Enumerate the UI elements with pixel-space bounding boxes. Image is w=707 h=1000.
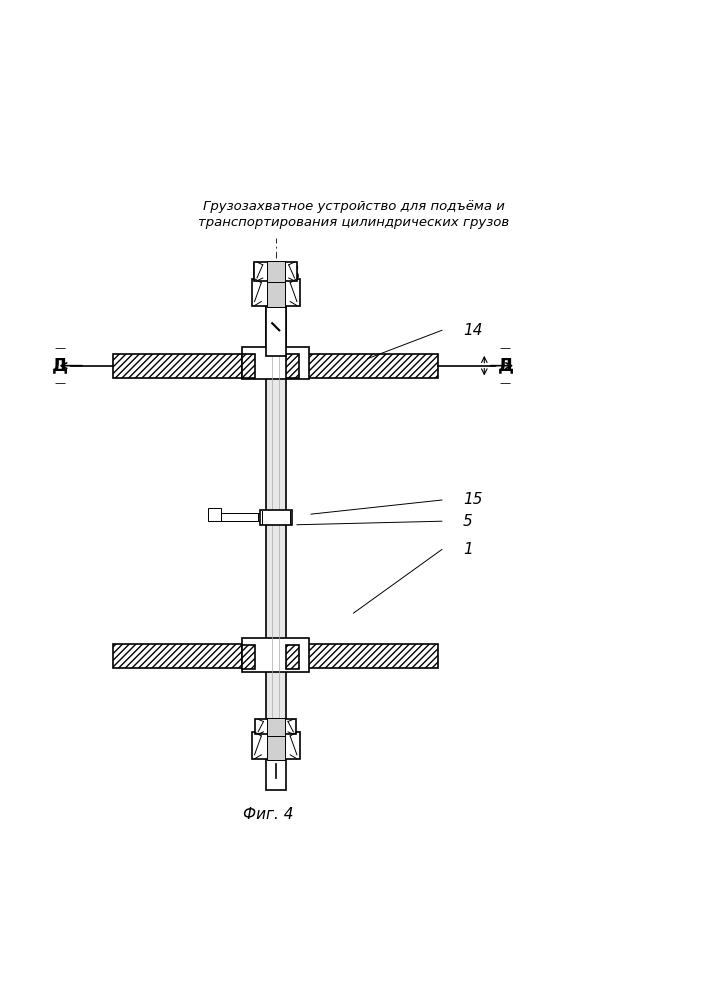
Bar <box>266 296 286 356</box>
Text: 14: 14 <box>463 323 483 338</box>
Bar <box>286 645 299 669</box>
Bar <box>254 262 298 281</box>
Bar <box>286 354 299 378</box>
Text: —: — <box>54 343 66 353</box>
Bar <box>208 508 221 521</box>
Bar <box>286 645 299 669</box>
Text: Грузозахватное устройство для подъёма и: Грузозахватное устройство для подъёма и <box>203 200 504 213</box>
Bar <box>242 347 309 379</box>
Text: транспортирования цилиндрических грузов: транспортирования цилиндрических грузов <box>198 216 509 229</box>
Bar <box>113 644 438 668</box>
Text: Д: Д <box>498 357 513 375</box>
Bar <box>266 302 286 733</box>
Text: Фиг. 4: Фиг. 4 <box>243 807 294 822</box>
Bar <box>242 645 255 669</box>
Bar <box>242 354 255 378</box>
Bar <box>113 644 438 668</box>
Text: —: — <box>500 378 511 388</box>
Text: В–В: В–В <box>250 262 301 286</box>
Bar <box>286 354 299 378</box>
Bar <box>255 719 296 734</box>
Text: 15: 15 <box>463 492 483 508</box>
Bar <box>242 354 255 378</box>
Bar <box>257 513 262 521</box>
Text: 1: 1 <box>463 542 473 557</box>
Bar <box>259 510 291 525</box>
Bar <box>252 732 300 759</box>
Bar <box>267 731 285 760</box>
Text: —: — <box>54 378 66 388</box>
Bar <box>267 718 285 736</box>
Bar <box>267 277 285 307</box>
Text: Д: Д <box>52 357 68 375</box>
Bar <box>242 645 255 669</box>
Text: 5: 5 <box>463 514 473 529</box>
Bar <box>252 279 300 306</box>
Bar <box>113 354 438 378</box>
Bar <box>266 732 286 790</box>
Bar <box>221 513 257 521</box>
Bar <box>267 261 285 282</box>
Bar <box>113 354 438 378</box>
Text: —: — <box>500 343 511 353</box>
Bar <box>242 638 309 672</box>
